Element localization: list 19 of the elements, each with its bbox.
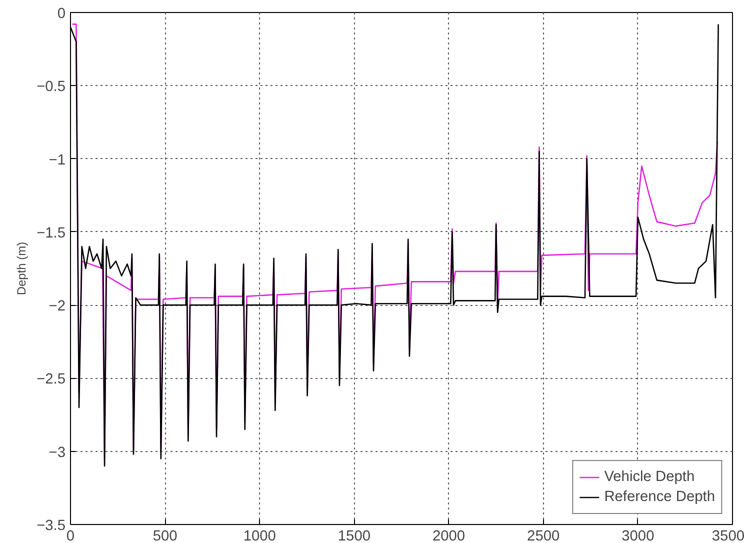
- x-tick-label: 3500: [712, 528, 744, 543]
- x-tick-label: 1500: [338, 528, 371, 543]
- y-tick-label: 0: [57, 6, 66, 22]
- y-tick-label: −3.5: [36, 518, 66, 534]
- x-tick-label: 2500: [527, 528, 560, 543]
- x-tick-label: 3000: [622, 528, 654, 543]
- y-tick-label: −1.5: [36, 225, 66, 242]
- legend-label: Vehicle Depth: [604, 469, 695, 485]
- y-tick-label: −2.5: [36, 372, 66, 388]
- y-tick-label: −1: [48, 152, 66, 168]
- x-tick-label: 0: [66, 528, 75, 543]
- x-tick-label: 2000: [432, 528, 466, 543]
- legend-label: Reference Depth: [604, 489, 715, 505]
- y-axis-title: Depth (m): [14, 242, 29, 296]
- y-tick-label: −0.5: [36, 79, 66, 96]
- x-tick-label: 500: [152, 528, 178, 543]
- x-tick-label: 1000: [243, 528, 276, 543]
- y-tick-label: −3: [48, 444, 66, 461]
- y-tick-label: −2: [48, 298, 66, 315]
